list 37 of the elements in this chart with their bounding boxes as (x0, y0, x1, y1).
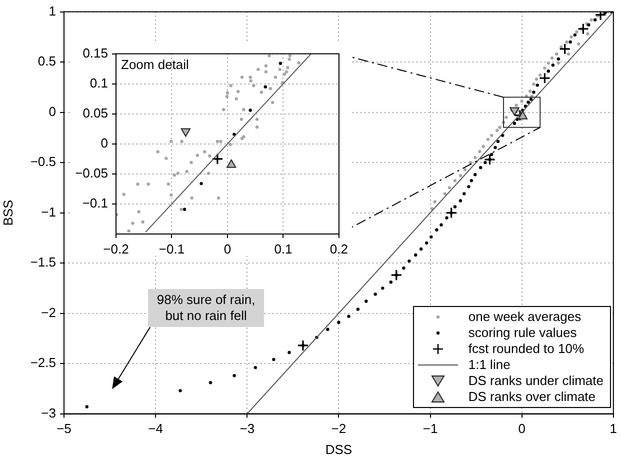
legend-label: fcst rounded to 10% (468, 340, 584, 357)
x-tick-label: −2 (331, 421, 346, 436)
y-axis-title: BSS (0, 199, 16, 226)
legend-label: scoring rule values (468, 324, 577, 341)
x-tick-label: 1 (610, 421, 617, 436)
x-tick-label: −4 (148, 421, 163, 436)
y-tick-label: 0.15 (82, 45, 108, 60)
y-tick-label: 0 (48, 104, 56, 119)
chart-title: Zoom detail (121, 56, 189, 72)
x-tick-label: 0 (518, 421, 526, 436)
y-tick-label: −1.5 (30, 254, 56, 270)
y-tick-label: 0.5 (38, 54, 56, 69)
x-tick-label: 0.1 (274, 241, 292, 256)
y-tick-label: −3 (41, 405, 56, 420)
x-tick-label: −5 (56, 421, 72, 436)
y-tick-label: −1 (41, 204, 56, 220)
legend-label: one week averages (468, 308, 582, 325)
x-tick-label: −0.1 (158, 241, 185, 256)
legend-label: 1:1 line (468, 356, 510, 373)
x-tick-label: 0.2 (330, 241, 348, 256)
x-tick-label: −0.2 (103, 241, 129, 256)
annotation: 98% sure of rain, but no rain fell (148, 289, 264, 328)
x-axis-title: DSS (325, 442, 352, 457)
y-tick-label: 0.1 (90, 75, 108, 90)
x-tick-label: 0 (224, 241, 232, 256)
y-tick-label: 0 (100, 135, 108, 150)
y-tick-label: 0.05 (82, 105, 108, 120)
y-tick-label: −0.1 (82, 196, 108, 211)
y-tick-label: −2.5 (30, 355, 56, 370)
y-tick-label: −2 (41, 304, 56, 320)
x-tick-label: −3 (240, 421, 255, 436)
y-tick-label: −0.05 (75, 166, 108, 181)
y-tick-label: 1 (48, 3, 56, 18)
legend-label: DS ranks over climate (468, 388, 596, 405)
y-tick-label: −0.5 (30, 154, 56, 170)
x-tick-label: −1 (422, 421, 438, 436)
legend-label: DS ranks under climate (468, 372, 604, 389)
